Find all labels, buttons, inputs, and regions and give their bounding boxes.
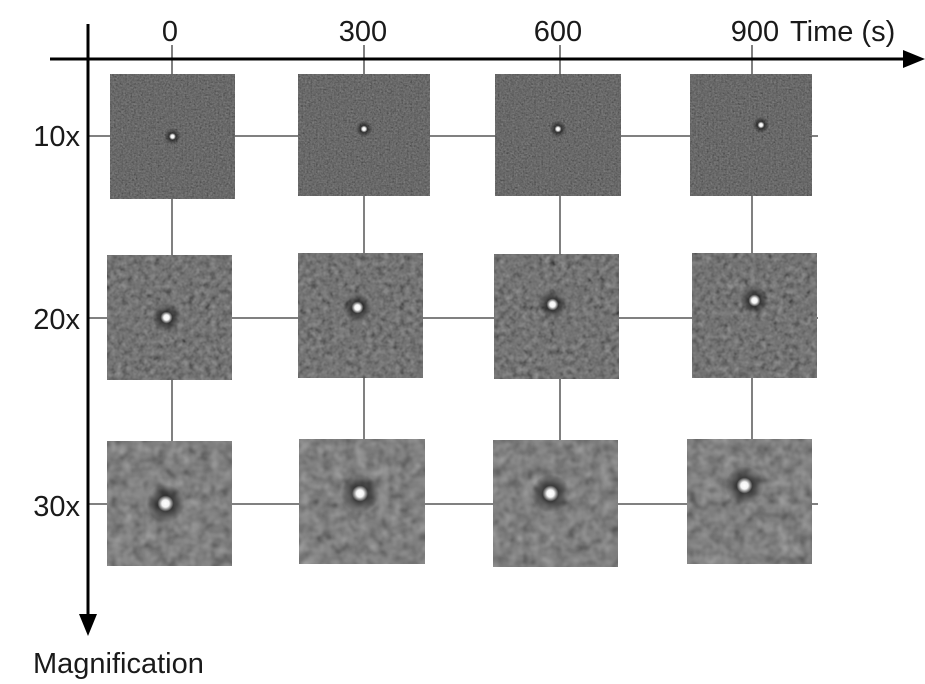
bright-spot xyxy=(352,485,368,502)
bright-spot xyxy=(748,294,761,307)
speckle-texture xyxy=(690,74,812,196)
image-panel xyxy=(687,439,812,564)
image-panel xyxy=(493,440,618,567)
image-panel xyxy=(494,254,619,379)
image-panel xyxy=(692,253,817,378)
image-panel xyxy=(107,255,232,380)
time-tick-label: 600 xyxy=(534,16,582,48)
time-tick-label: 300 xyxy=(339,16,387,48)
magnification-axis xyxy=(79,24,97,636)
magnification-tick-label: 10x xyxy=(33,121,80,153)
magnification-axis-title: Magnification xyxy=(33,648,204,680)
image-panel xyxy=(298,253,423,378)
time-axis-arrowhead xyxy=(903,50,925,68)
bright-spot xyxy=(157,495,174,512)
image-panel xyxy=(299,439,425,564)
bright-spot xyxy=(542,485,559,502)
time-axis xyxy=(50,50,925,68)
image-panel xyxy=(495,74,621,196)
bright-spot xyxy=(360,125,368,133)
magnification-tick-label: 20x xyxy=(33,304,80,336)
time-tick-label: 900 xyxy=(731,16,779,48)
magnification-tick-labels: 10x 20x 30x xyxy=(33,121,80,523)
image-panel xyxy=(690,74,812,196)
bright-spot xyxy=(554,125,562,133)
speckle-texture xyxy=(692,253,817,378)
bright-spot xyxy=(169,133,176,140)
bright-spot xyxy=(546,298,559,311)
image-panel xyxy=(110,74,235,199)
magnification-tick-label: 30x xyxy=(33,491,80,523)
image-panel-grid xyxy=(107,74,817,567)
image-panel xyxy=(298,74,430,196)
bright-spot xyxy=(736,477,753,494)
time-tick-label: 0 xyxy=(162,16,178,48)
bright-spot xyxy=(757,121,765,129)
time-tick-labels: 0 300 600 900 xyxy=(162,16,779,48)
bright-spot xyxy=(351,301,364,314)
time-axis-title: Time (s) xyxy=(790,16,895,48)
bright-spot xyxy=(160,311,173,324)
image-panel xyxy=(107,441,232,566)
magnification-axis-arrowhead xyxy=(79,614,97,636)
